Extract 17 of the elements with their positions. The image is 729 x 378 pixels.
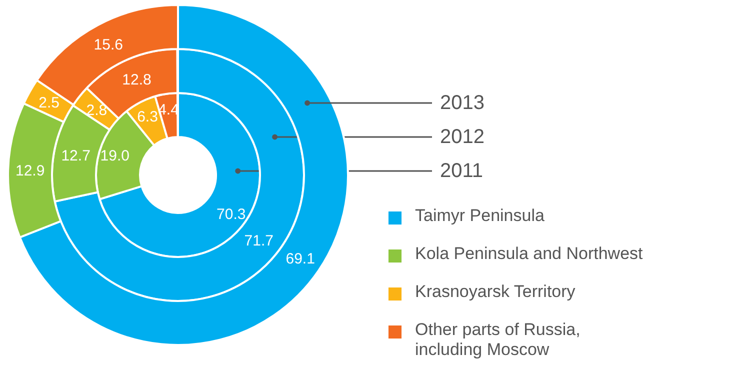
data-label: 12.7 <box>61 148 90 165</box>
data-label: 71.7 <box>244 232 274 250</box>
legend-label: Other parts of Russia, including Moscow <box>415 320 580 359</box>
data-label: 19.0 <box>100 148 130 165</box>
legend-label: Krasnoyarsk Territory <box>415 282 576 301</box>
slice-label: 2012 <box>440 126 484 148</box>
slice-label: 2013 <box>440 92 484 114</box>
data-label: 6.3 <box>137 108 158 126</box>
data-label: 12.9 <box>15 162 45 180</box>
data-label: 69.1 <box>286 250 315 268</box>
data-label: 15.6 <box>94 36 123 54</box>
legend-label: Taimyr Peninsula <box>415 206 545 225</box>
slice-label: 2011 <box>440 160 484 182</box>
data-label: 12.8 <box>122 72 152 89</box>
data-label: 70.3 <box>216 206 246 224</box>
legend-label: Kola Peninsula and Northwest <box>415 244 644 263</box>
data-label: 2.5 <box>38 94 60 112</box>
